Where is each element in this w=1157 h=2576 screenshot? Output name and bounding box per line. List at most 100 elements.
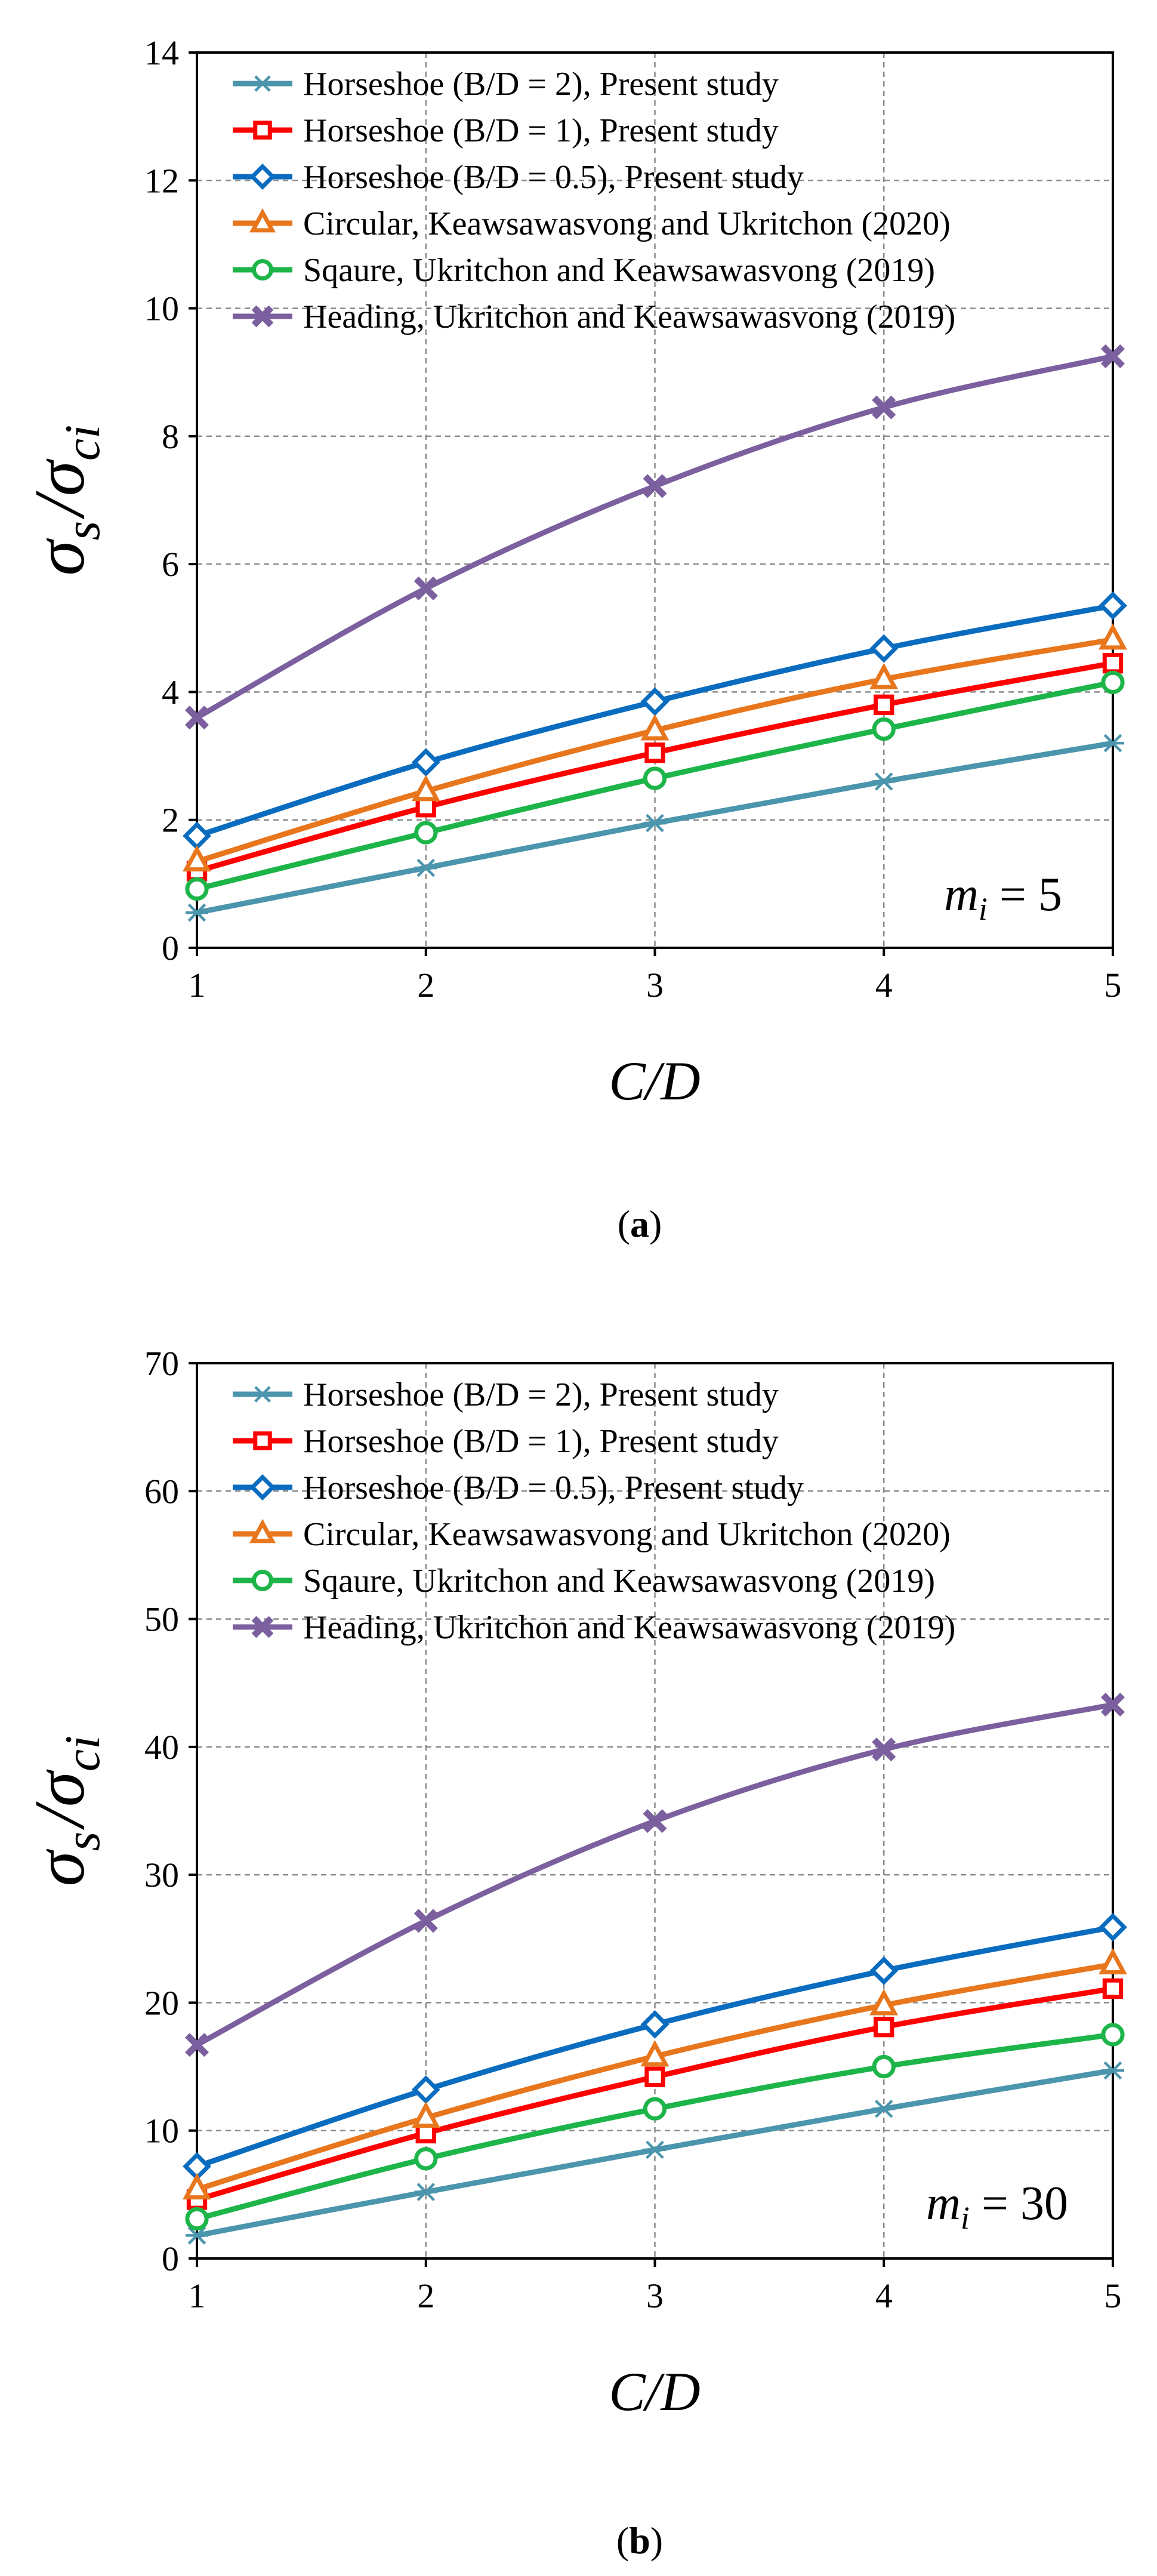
y-tick-label: 12: [144, 161, 179, 200]
legend-item: Horseshoe (B/D = 2), Present study: [233, 66, 779, 103]
series-x: [184, 1693, 1125, 2057]
x-tick-label: 2: [417, 2276, 434, 2315]
legend-marker-diamond: [249, 1474, 276, 1500]
legend-marker-circle: [252, 259, 273, 281]
data-point-square: [1102, 1978, 1124, 1999]
data-point-square: [415, 797, 436, 818]
y-tick-label: 10: [144, 289, 179, 328]
legend-item: Horseshoe (B/D = 1), Present study: [233, 1423, 779, 1460]
legend-item: Heading, Ukritchon and Keawsawasvong (20…: [233, 1609, 955, 1646]
series-circle: [185, 670, 1125, 901]
legend-label: Horseshoe (B/D = 2), Present study: [303, 66, 779, 103]
legend-item: Horseshoe (B/D = 0.5), Present study: [233, 159, 804, 196]
series-square: [186, 1978, 1124, 2210]
y-tick-label: 0: [162, 2239, 179, 2278]
series-diamond: [183, 591, 1127, 851]
data-point-diamond: [1099, 591, 1127, 620]
y-tick-label: 20: [144, 1983, 179, 2022]
panel-caption: (b): [616, 2519, 663, 2562]
data-point-star: [1102, 2061, 1124, 2080]
data-point-x: [872, 1737, 896, 1762]
data-point-circle: [185, 877, 209, 901]
data-point-star: [872, 2100, 896, 2118]
data-point-diamond: [869, 1956, 899, 1985]
legend-label: Circular, Keawsawasvong and Ukritchon (2…: [303, 1516, 951, 1553]
legend-marker-x: [251, 1616, 274, 1638]
data-point-square: [1102, 653, 1124, 674]
data-point-star: [643, 2140, 667, 2159]
series-layer: [183, 344, 1127, 922]
y-tick-label: 40: [144, 1728, 179, 1767]
x-tick-label: 5: [1104, 966, 1122, 1004]
series-triangle: [183, 623, 1127, 872]
legend-label: Horseshoe (B/D = 0.5), Present study: [303, 1469, 804, 1506]
legend-marker-triangle: [249, 1518, 276, 1543]
data-point-diamond: [640, 2010, 669, 2039]
legend-label: Sqaure, Ukritchon and Keawsawasvong (201…: [303, 1563, 935, 1600]
data-point-x: [643, 1809, 667, 1834]
y-tick-label: 30: [144, 1856, 179, 1894]
x-tick-label: 3: [646, 966, 664, 1004]
legend-label: Heading, Ukritchon and Keawsawasvong (20…: [303, 1609, 955, 1646]
x-tick-label: 1: [189, 966, 206, 1004]
y-axis-title: σs/σci: [20, 424, 110, 575]
data-point-x: [1100, 1693, 1125, 1717]
data-point-circle: [643, 2097, 667, 2121]
legend: Horseshoe (B/D = 2), Present study Horses…: [233, 66, 955, 335]
y-tick-label: 50: [144, 1600, 179, 1639]
legend-marker-triangle: [249, 208, 276, 233]
legend-marker-x: [251, 305, 274, 328]
legend-label: Heading, Ukritchon and Keawsawasvong (20…: [303, 298, 955, 335]
legend-item: Horseshoe (B/D = 1), Present study: [233, 112, 779, 149]
data-point-triangle: [1099, 1948, 1127, 1974]
data-point-x: [184, 705, 209, 730]
y-tick-label: 60: [144, 1472, 179, 1511]
legend-item: Circular, Keawsawasvong and Ukritchon (2…: [233, 1516, 951, 1553]
data-point-circle: [414, 2147, 438, 2171]
legend-marker-square: [253, 121, 272, 140]
data-point-triangle: [640, 2040, 669, 2067]
data-point-circle: [872, 717, 896, 741]
data-point-star: [414, 858, 437, 877]
legend-marker-circle: [252, 1570, 273, 1591]
data-point-star: [414, 2183, 437, 2201]
legend: Horseshoe (B/D = 2), Present study Horses…: [233, 1376, 955, 1646]
series-star: [186, 734, 1124, 922]
data-point-x: [414, 1909, 438, 1933]
mi-annotation: mi = 5: [944, 868, 1062, 927]
data-point-triangle: [869, 1989, 899, 2016]
data-point-circle: [185, 2207, 209, 2231]
series-diamond: [183, 1913, 1127, 2181]
legend-marker-diamond: [249, 164, 276, 190]
series-x: [184, 344, 1125, 730]
y-tick-label: 2: [162, 801, 179, 840]
data-point-star: [186, 903, 208, 922]
x-tick-label: 5: [1104, 2276, 1122, 2315]
y-tick-label: 0: [162, 929, 179, 967]
data-point-star: [186, 2226, 208, 2245]
y-tick-label: 4: [162, 673, 179, 711]
y-tick-label: 10: [144, 2112, 179, 2150]
legend-label: Horseshoe (B/D = 0.5), Present study: [303, 159, 804, 196]
x-tick-label: 2: [417, 966, 434, 1004]
data-point-x: [872, 395, 896, 420]
legend-item: Horseshoe (B/D = 2), Present study: [233, 1376, 779, 1413]
legend-item: Heading, Ukritchon and Keawsawasvong (20…: [233, 298, 955, 335]
data-point-triangle: [869, 663, 899, 689]
legend-marker-star: [252, 75, 273, 92]
data-point-diamond: [869, 634, 899, 663]
data-point-circle: [872, 2054, 896, 2079]
data-point-triangle: [1099, 623, 1127, 650]
data-point-square: [874, 2016, 894, 2038]
data-point-diamond: [640, 687, 669, 716]
data-point-diamond: [411, 2075, 440, 2104]
data-point-triangle: [640, 714, 669, 741]
legend-label: Sqaure, Ukritchon and Keawsawasvong (201…: [303, 252, 935, 289]
legend-label: Horseshoe (B/D = 1), Present study: [303, 1423, 779, 1460]
data-point-triangle: [183, 845, 211, 872]
legend-marker-square: [253, 1431, 272, 1450]
legend-item: Sqaure, Ukritchon and Keawsawasvong (201…: [233, 252, 935, 289]
legend-marker-star: [252, 1386, 273, 1403]
series-triangle: [183, 1948, 1127, 2200]
